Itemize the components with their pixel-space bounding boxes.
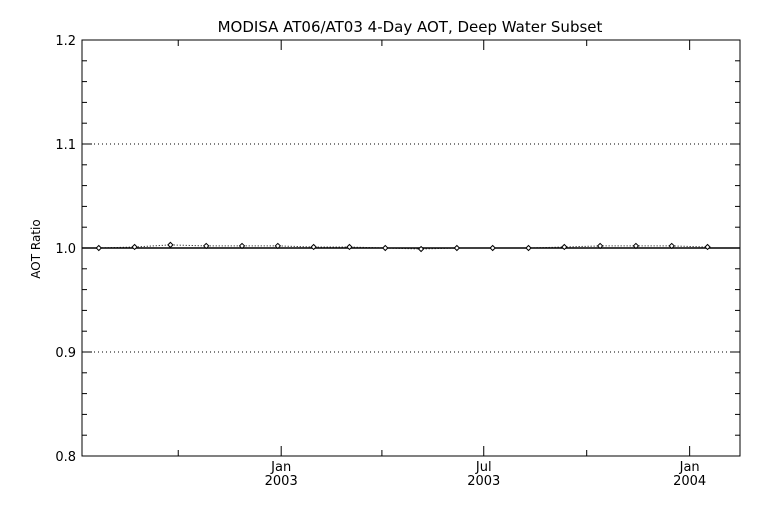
y-tick-label: 1.2 (55, 34, 76, 49)
data-point (668, 242, 675, 250)
y-tick-label: 1.0 (55, 242, 76, 257)
x-tick-month: Jan (679, 460, 700, 475)
data-point (274, 242, 282, 250)
data-point (453, 244, 461, 252)
data-point (167, 241, 174, 249)
x-tick-year: 2004 (673, 474, 706, 489)
x-tick-month: Jan (270, 460, 291, 475)
y-tick-label: 1.1 (55, 138, 76, 153)
data-point (346, 243, 353, 251)
y-tick-label: 0.8 (55, 450, 76, 465)
x-tick-year: 2003 (265, 474, 298, 489)
series (82, 241, 740, 253)
series-line (98, 244, 708, 250)
data-point (596, 242, 604, 250)
x-tick-month: Jul (475, 460, 492, 475)
y-tick-label: 0.9 (55, 346, 76, 361)
data-point (131, 243, 138, 251)
data-point (382, 244, 389, 252)
x-tick-year: 2003 (467, 474, 500, 489)
data-point (561, 243, 568, 251)
chart-title: MODISA AT06/AT03 4-Day AOT, Deep Water S… (218, 18, 603, 36)
data-point (238, 242, 246, 250)
data-point (95, 244, 102, 252)
data-point (203, 242, 210, 250)
data-point (632, 242, 640, 250)
data-point (525, 244, 532, 252)
data-point (704, 243, 711, 251)
data-point (310, 243, 317, 251)
y-axis-label: AOT Ratio (29, 219, 43, 278)
data-point (417, 245, 425, 253)
data-point (489, 244, 496, 252)
